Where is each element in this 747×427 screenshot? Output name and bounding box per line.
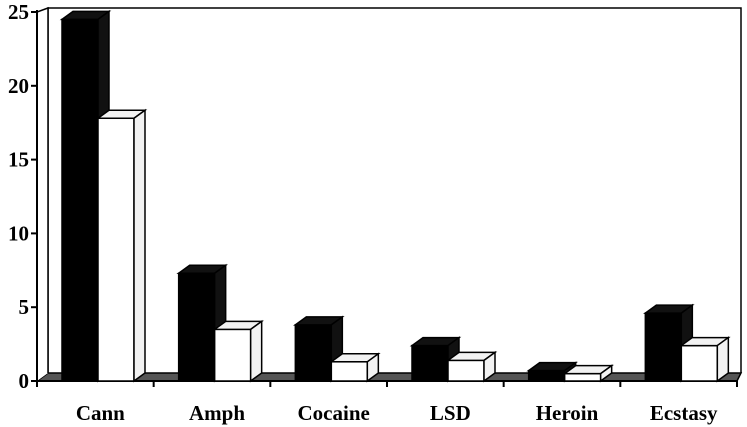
bar-amph-series-2 [212,319,264,383]
side-wall [36,6,49,381]
y-tick-label: 20 [8,74,29,98]
y-tick-label: 15 [8,148,29,172]
y-tick-labels: 0 5 10 15 20 25 [8,0,29,393]
y-tick-label: 0 [19,369,30,393]
bar-series [59,9,731,383]
bar-front [177,272,216,382]
bar-front [97,117,135,382]
y-axis [31,10,738,387]
bar-cann-series-2 [95,108,148,383]
x-category-label: Ecstasy [650,401,718,425]
bar-side [249,319,263,383]
bar-front [61,18,99,382]
bar-cocaine-series-2 [329,352,381,383]
bar-side [599,364,613,383]
x-category-labels: Cann Amph Cocaine LSD Heroin Ecstasy [76,401,718,425]
bar-front [411,344,449,382]
bar-front [447,359,485,382]
x-category-label: Cann [76,401,125,425]
bar-heroin-series-2 [562,364,614,383]
x-category-label: Amph [189,401,245,425]
bar-ecstasy-series-2 [679,336,731,383]
bar-side [483,350,496,383]
bar-side [716,336,730,383]
bar-front [563,372,602,382]
back-wall-outline [47,7,742,373]
bar-lsd-series-2 [445,350,498,383]
y-tick-label: 5 [19,295,30,319]
bar-front [644,312,683,382]
bar-side [133,108,146,383]
bar-front [213,328,252,382]
bar-front [680,344,719,382]
x-category-label: Heroin [536,401,599,425]
bar-front [330,361,369,382]
y-tick-label: 10 [8,221,29,245]
x-category-label: LSD [430,401,471,425]
y-tick-label: 25 [8,0,29,24]
bar-front [294,324,333,382]
bar-side [366,352,380,383]
bar-front [527,369,566,382]
x-category-label: Cocaine [298,401,370,425]
